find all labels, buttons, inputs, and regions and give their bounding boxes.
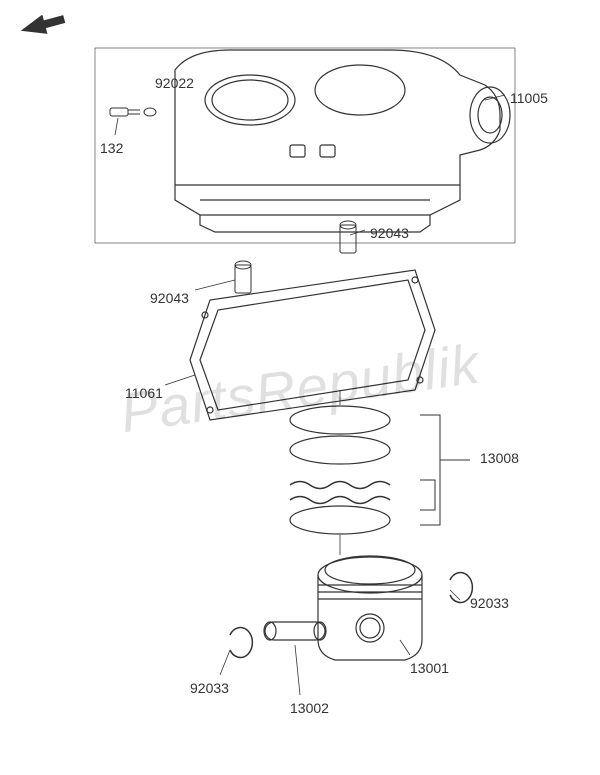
label-13008: 13008: [480, 450, 519, 466]
parts-diagram-svg: [0, 0, 600, 775]
label-92043-right: 92043: [370, 225, 409, 241]
diagram-container: PartsRepublik 92022 132 11005 92043 9204…: [0, 0, 600, 775]
label-92043-left: 92043: [150, 290, 189, 306]
label-13001: 13001: [410, 660, 449, 676]
label-11005: 11005: [510, 90, 548, 106]
label-11061: 11061: [125, 385, 163, 401]
label-132: 132: [100, 140, 123, 156]
label-13002: 13002: [290, 700, 329, 716]
label-92033-right: 92033: [470, 595, 509, 611]
label-92033-left: 92033: [190, 680, 229, 696]
label-92022: 92022: [155, 75, 194, 91]
